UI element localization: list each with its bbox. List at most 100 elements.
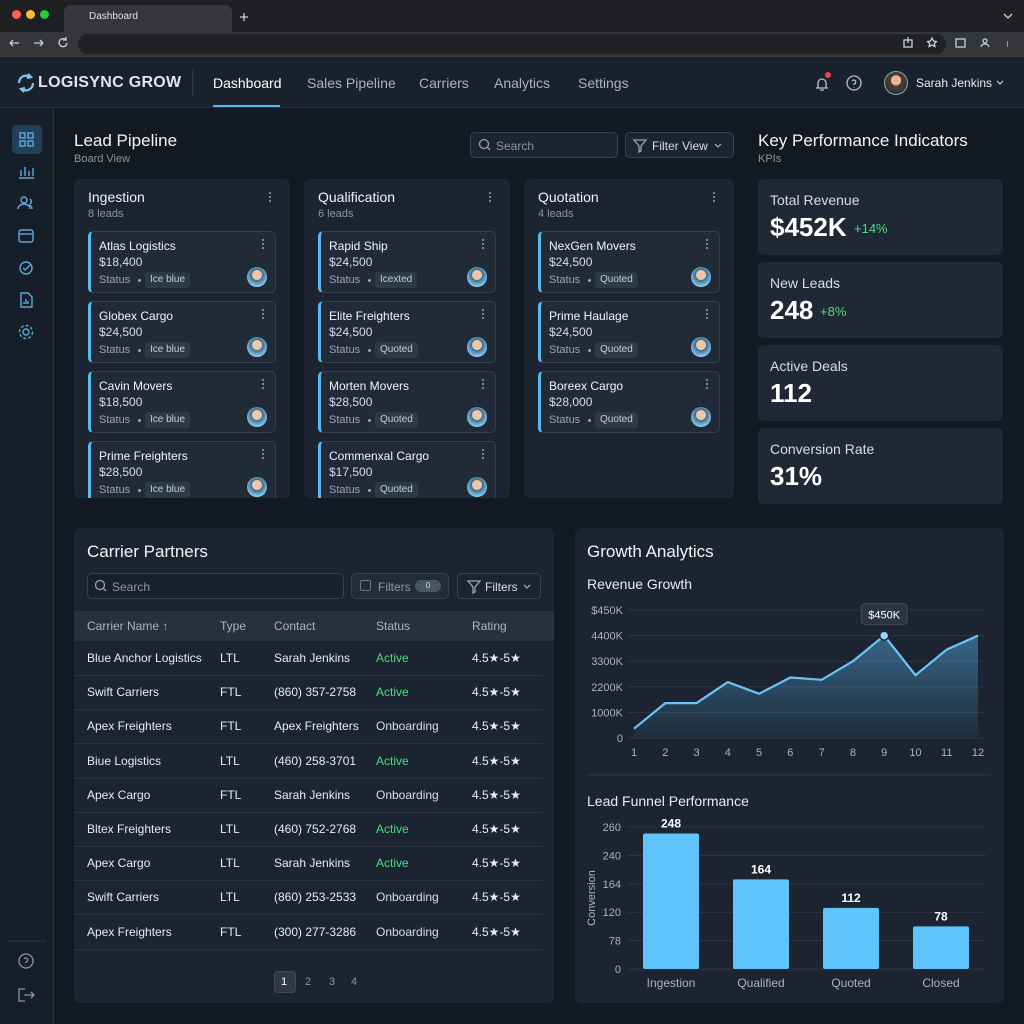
sidebar xyxy=(0,108,54,1024)
lead-card[interactable]: Prime Haulage $24,500 Status Quoted xyxy=(538,301,720,363)
sidebar-active[interactable] xyxy=(12,125,42,154)
minimize-dot[interactable] xyxy=(26,10,35,19)
kebab-dot[interactable] xyxy=(706,387,708,389)
brand[interactable]: LOGISYNC GROW xyxy=(38,74,182,91)
kebab-dot[interactable] xyxy=(482,387,484,389)
lead-avatar[interactable] xyxy=(467,477,487,497)
kebab-dot[interactable] xyxy=(706,379,708,381)
page-number[interactable]: 4 xyxy=(351,976,358,988)
carrier-search[interactable] xyxy=(87,573,344,599)
kebab-dot[interactable] xyxy=(262,309,264,311)
status-label: Status xyxy=(329,344,361,356)
kebab-dot[interactable] xyxy=(482,309,484,311)
kebab-dot[interactable] xyxy=(489,196,491,198)
kebab-dot[interactable] xyxy=(262,387,264,389)
lead-card[interactable]: Globex Cargo $24,500 Status Ice blue xyxy=(88,301,276,363)
column-header[interactable]: Status xyxy=(376,619,411,633)
kebab-dot[interactable] xyxy=(262,449,264,451)
kebab-dot[interactable] xyxy=(482,239,484,241)
page-number[interactable]: 1 xyxy=(281,976,288,988)
page-number[interactable]: 3 xyxy=(329,976,336,988)
lead-card[interactable]: Boreex Cargo $28,000 Status Quoted xyxy=(538,371,720,433)
lead-card[interactable]: Morten Movers $28,500 Status Quoted xyxy=(318,371,496,433)
kebab-dot[interactable] xyxy=(706,317,708,319)
lead-card[interactable]: Commenxal Cargo $17,500 Status Quoted xyxy=(318,441,496,498)
kebab-dot[interactable] xyxy=(482,449,484,451)
lead-avatar[interactable] xyxy=(467,407,487,427)
kebab-dot[interactable] xyxy=(706,309,708,311)
lead-card[interactable]: Atlas Logistics $18,400 Status Ice blue xyxy=(88,231,276,293)
kebab-dot[interactable] xyxy=(262,453,264,455)
url-field[interactable] xyxy=(78,34,946,54)
lead-avatar[interactable] xyxy=(691,337,711,357)
nav-link[interactable]: Carriers xyxy=(419,75,469,91)
kebab-dot[interactable] xyxy=(262,379,264,381)
kebab-dot[interactable] xyxy=(482,379,484,381)
nav-link[interactable]: Analytics xyxy=(494,75,551,91)
kebab-dot[interactable] xyxy=(713,196,715,198)
kebab-dot[interactable] xyxy=(269,200,271,202)
table-cell: LTL xyxy=(220,856,240,871)
column-header[interactable]: Rating xyxy=(472,619,507,633)
kebab-dot[interactable] xyxy=(482,383,484,385)
lead-card[interactable]: Cavin Movers $18,500 Status Ice blue xyxy=(88,371,276,433)
kebab-dot[interactable] xyxy=(706,383,708,385)
kebab-dot[interactable] xyxy=(713,192,715,194)
kebab-dot[interactable] xyxy=(262,457,264,459)
kebab-dot[interactable] xyxy=(706,247,708,249)
kebab-dot[interactable] xyxy=(269,192,271,194)
page-number[interactable]: 2 xyxy=(305,976,312,988)
lead-card[interactable]: NexGen Movers $24,500 Status Quoted xyxy=(538,231,720,293)
lead-avatar[interactable] xyxy=(247,407,267,427)
kebab-dot[interactable] xyxy=(482,243,484,245)
kebab-dot[interactable] xyxy=(489,192,491,194)
lead-avatar[interactable] xyxy=(247,337,267,357)
lead-card[interactable]: Prime Freighters $28,500 Status Ice blue xyxy=(88,441,276,498)
kebab-dot[interactable] xyxy=(482,457,484,459)
lead-avatar[interactable] xyxy=(247,477,267,497)
kebab-dot[interactable] xyxy=(262,313,264,315)
lead-avatar[interactable] xyxy=(247,267,267,287)
column-header[interactable]: Carrier Name ↑ xyxy=(87,619,169,633)
maximize-dot[interactable] xyxy=(40,10,49,19)
kebab-dot[interactable] xyxy=(262,247,264,249)
lead-avatar[interactable] xyxy=(467,267,487,287)
kebab-dot[interactable] xyxy=(706,243,708,245)
kebab-dot[interactable] xyxy=(489,200,491,202)
browser-tab[interactable] xyxy=(64,5,232,32)
kebab-dot[interactable] xyxy=(262,383,264,385)
kebab-dot[interactable] xyxy=(482,313,484,315)
table-cell: 4.5★-5★ xyxy=(472,787,521,802)
user-name[interactable]: Sarah Jenkins xyxy=(916,76,993,90)
kebab-dot[interactable] xyxy=(262,239,264,241)
kebab-dot[interactable] xyxy=(269,196,271,198)
kpi-label: Total Revenue xyxy=(770,192,860,208)
lead-card[interactable]: Elite Freighters $24,500 Status Quoted xyxy=(318,301,496,363)
pipeline-search[interactable] xyxy=(470,132,618,158)
table-cell: Sarah Jenkins xyxy=(274,787,351,802)
column-header[interactable]: Type xyxy=(220,619,247,633)
user-avatar[interactable] xyxy=(884,71,908,95)
lead-card[interactable]: Rapid Ship $24,500 Status Icexted xyxy=(318,231,496,293)
close-dot[interactable] xyxy=(12,10,21,19)
nav-link[interactable]: Settings xyxy=(578,75,629,91)
lead-avatar[interactable] xyxy=(467,337,487,357)
kebab-dot[interactable] xyxy=(713,200,715,202)
filters-checkbox[interactable] xyxy=(360,580,371,591)
nav-link[interactable]: Dashboard xyxy=(213,75,282,91)
kebab-dot[interactable] xyxy=(262,243,264,245)
kebab-dot[interactable] xyxy=(706,313,708,315)
kebab-dot[interactable] xyxy=(482,247,484,249)
column-header[interactable]: Contact xyxy=(274,619,316,633)
page-active[interactable] xyxy=(274,971,296,993)
kebab-dot[interactable] xyxy=(706,239,708,241)
lead-avatar[interactable] xyxy=(691,407,711,427)
lead-avatar[interactable] xyxy=(691,267,711,287)
kebab-dot[interactable] xyxy=(482,317,484,319)
status-chip: Ice blue xyxy=(145,272,191,288)
nav-link[interactable]: Sales Pipeline xyxy=(307,75,396,91)
lead-amount: $28,000 xyxy=(549,395,593,409)
table-cell: FTL xyxy=(220,924,242,939)
kebab-dot[interactable] xyxy=(482,453,484,455)
kebab-dot[interactable] xyxy=(262,317,264,319)
